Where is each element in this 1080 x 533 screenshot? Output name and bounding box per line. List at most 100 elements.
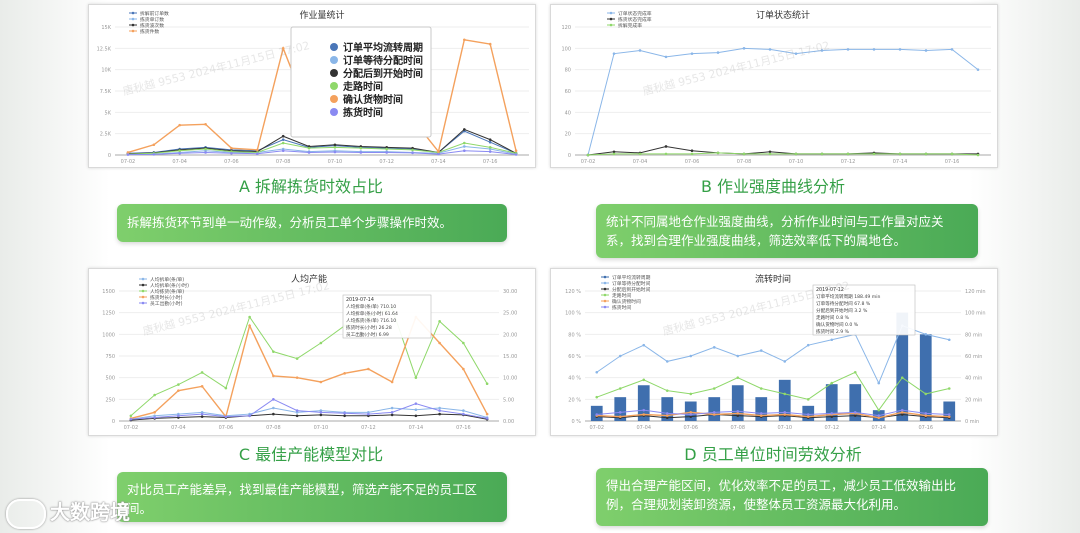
legend-marker bbox=[330, 108, 338, 116]
data-point bbox=[712, 346, 716, 349]
y-tick-label: 40 bbox=[565, 110, 571, 116]
legend-marker bbox=[330, 56, 338, 64]
x-tick-label: 07-08 bbox=[730, 425, 745, 431]
y-tick-label: 80 % bbox=[568, 332, 581, 338]
y-tick-label: 0 bbox=[108, 153, 111, 159]
data-point bbox=[390, 411, 394, 414]
data-point bbox=[736, 409, 740, 413]
brand-logo-icon bbox=[6, 498, 46, 529]
legend-label: 拣货单订数 bbox=[140, 16, 164, 23]
tooltip-row: 拣货时间 2.9 % bbox=[816, 328, 850, 335]
data-point bbox=[367, 412, 370, 416]
data-point bbox=[742, 47, 746, 50]
data-point bbox=[224, 386, 228, 390]
x-tick-label: 07-06 bbox=[685, 159, 700, 165]
data-point bbox=[830, 415, 834, 418]
data-point bbox=[642, 378, 646, 382]
data-point bbox=[272, 406, 275, 410]
y-tick-label: 1250 bbox=[102, 311, 115, 317]
data-point bbox=[947, 387, 951, 390]
data-point bbox=[664, 55, 668, 59]
y-tick-label: 120 % bbox=[565, 289, 581, 295]
x-tick-label: 07-02 bbox=[121, 159, 136, 165]
tooltip-row: 走路时间 0.8 % bbox=[816, 314, 850, 321]
bar bbox=[849, 384, 862, 421]
data-point bbox=[485, 417, 489, 420]
data-point bbox=[794, 52, 798, 55]
y2-tick-label: 30.00 bbox=[503, 289, 517, 295]
x-tick-label: 07-02 bbox=[581, 159, 596, 165]
tooltip-row: 人均拆单(条/单) 710.10 bbox=[346, 303, 396, 310]
y-tick-label: 60 % bbox=[568, 354, 581, 360]
data-point bbox=[716, 51, 720, 54]
data-point bbox=[462, 367, 465, 371]
data-point bbox=[712, 387, 716, 390]
legend-label: 人均拆单(条/单) bbox=[150, 276, 184, 283]
data-point bbox=[830, 412, 834, 415]
data-point bbox=[768, 150, 772, 154]
data-point bbox=[178, 151, 181, 155]
legend-label: 分配后到开始时间 bbox=[612, 286, 651, 293]
data-point bbox=[830, 381, 834, 385]
x-tick-label: 07-02 bbox=[589, 425, 604, 431]
data-point bbox=[437, 152, 440, 156]
data-point bbox=[976, 68, 980, 71]
y-tick-label: 0 % bbox=[571, 419, 581, 425]
data-point bbox=[736, 354, 740, 358]
data-point bbox=[924, 333, 928, 336]
data-point bbox=[411, 151, 414, 155]
data-point bbox=[152, 143, 156, 147]
legend-marker bbox=[330, 69, 338, 77]
data-point bbox=[716, 151, 720, 155]
data-point bbox=[488, 138, 492, 141]
data-point bbox=[877, 416, 881, 420]
data-point bbox=[595, 413, 599, 416]
y-tick-label: 5K bbox=[105, 110, 112, 116]
x-tick-label: 07-16 bbox=[945, 159, 960, 165]
legend-marker bbox=[603, 281, 607, 285]
data-point bbox=[830, 338, 834, 342]
data-point bbox=[200, 415, 204, 418]
data-point bbox=[319, 380, 323, 384]
data-point bbox=[759, 412, 763, 415]
legend-marker bbox=[141, 301, 145, 305]
legend-label: 拆解前订单数 bbox=[140, 10, 169, 17]
description-b: 统计不同属地仓作业强度曲线，分析作业时间与工作量对应关系，找到合理作业强度曲线，… bbox=[596, 204, 978, 258]
series-line bbox=[127, 128, 517, 155]
data-point bbox=[689, 354, 693, 358]
data-point bbox=[665, 414, 669, 417]
data-point bbox=[256, 148, 259, 152]
data-point bbox=[256, 152, 259, 156]
tooltip-row: 订单平均流转周期 188.49 min bbox=[816, 293, 880, 300]
legend-marker bbox=[603, 287, 607, 291]
data-point bbox=[438, 341, 441, 345]
data-point bbox=[900, 408, 904, 412]
data-point bbox=[689, 411, 693, 414]
data-point bbox=[230, 146, 233, 150]
data-point bbox=[806, 415, 810, 418]
chart-a-svg: 作业量统计 0 2.5K 5K 7.5K 10K 12.5K 15K 07-02 07-04 07-… bbox=[97, 9, 529, 165]
data-point bbox=[488, 146, 492, 149]
brand-logo: 大数跨境 bbox=[6, 496, 130, 529]
series-line bbox=[130, 398, 488, 420]
data-point bbox=[690, 149, 694, 153]
x-tick-label: 07-10 bbox=[314, 425, 329, 431]
data-point bbox=[204, 151, 207, 154]
x-tick-label: 07-16 bbox=[918, 425, 933, 431]
series-line bbox=[596, 325, 950, 385]
x-tick-label: 07-10 bbox=[789, 159, 804, 165]
data-point bbox=[853, 370, 857, 374]
legend-marker bbox=[609, 11, 613, 15]
y-tick-label: 2.5K bbox=[100, 132, 112, 138]
caption-a: A 拆解拣货时效占比 bbox=[238, 177, 384, 196]
data-point bbox=[759, 387, 763, 390]
data-point bbox=[877, 408, 881, 412]
data-point bbox=[414, 402, 418, 405]
data-point bbox=[665, 389, 669, 392]
chart-panel-a: 作业量统计 0 2.5K 5K 7.5K 10K 12.5K 15K 07-02 07-04 07-… bbox=[88, 4, 536, 168]
data-point bbox=[488, 150, 492, 153]
tooltip-box bbox=[342, 294, 432, 339]
description-c: 对比员工产能差异，找到最佳产能模型，筛选产能不足的员工区间。 bbox=[117, 472, 507, 522]
series-line bbox=[587, 47, 979, 156]
data-point bbox=[665, 416, 669, 420]
